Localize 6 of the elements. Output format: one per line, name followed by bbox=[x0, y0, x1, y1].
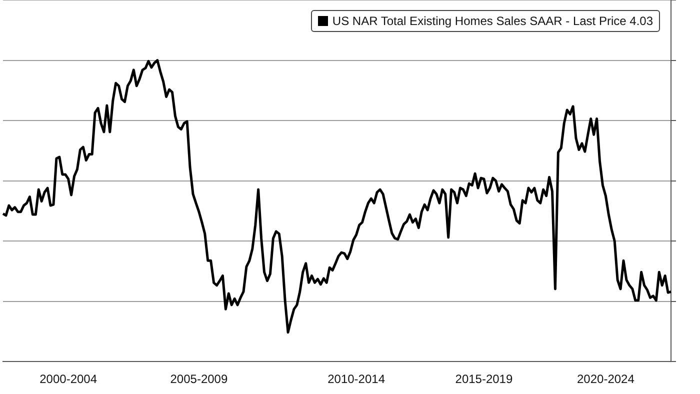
x-tick-label: 2005-2009 bbox=[170, 372, 228, 386]
x-tick-label: 2010-2014 bbox=[328, 372, 386, 386]
x-tick-label: 2015-2019 bbox=[455, 372, 513, 386]
x-tick-label: 2020-2024 bbox=[576, 372, 635, 386]
legend-label: US NAR Total Existing Homes Sales SAAR - Last Price 4.03 bbox=[332, 14, 653, 28]
x-tick-label: 2000-2004 bbox=[40, 372, 98, 386]
